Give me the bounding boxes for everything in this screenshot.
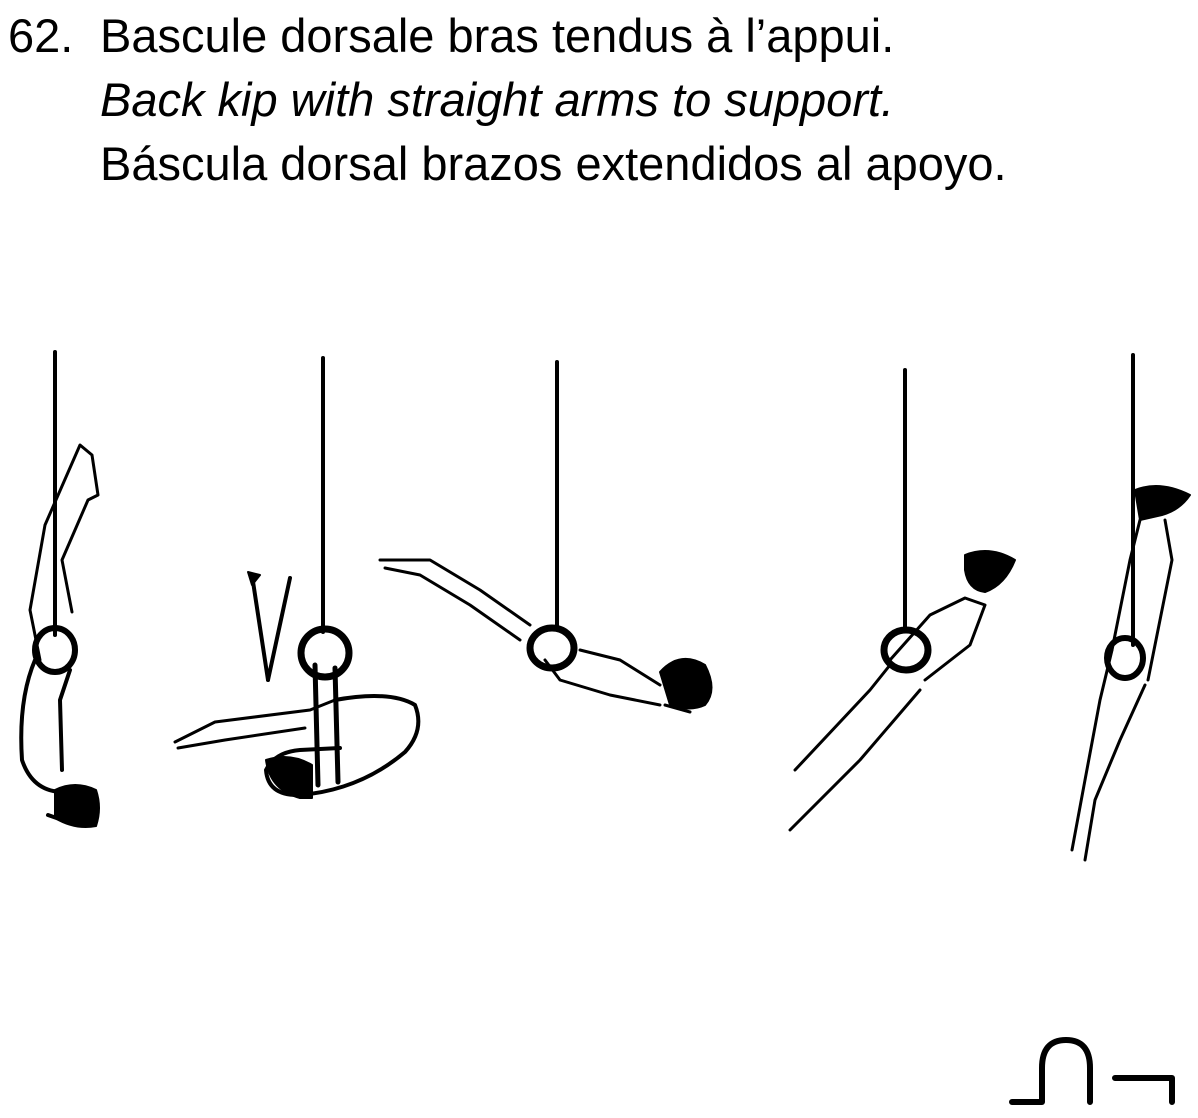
figure-1-inverted-hang [19, 350, 100, 828]
gymnast-head [265, 755, 313, 799]
gymnast-legs [28, 443, 100, 662]
title-spanish: Báscula dorsal brazos extendidos al apoy… [100, 137, 1007, 190]
symbol-support [1112, 1075, 1175, 1105]
title-line-french: 62. Bascule dorsale bras tendus à l’appui… [8, 4, 1188, 68]
figure-4-rise [788, 368, 1016, 832]
figure-2-pike-swing [173, 356, 421, 799]
ring [297, 625, 353, 681]
figure-3-extension [378, 360, 713, 714]
title-line-spanish: Báscula dorsal brazos extendidos al apoy… [8, 132, 1188, 196]
title-english: Back kip with straight arms to support. [100, 73, 895, 126]
gymnast-arms [312, 662, 341, 788]
motion-arrow [250, 573, 292, 682]
gymnast-torso [888, 596, 987, 682]
gymnast-legs [1070, 648, 1147, 862]
gymnast-head [964, 550, 1016, 593]
gymnast-torso [1110, 518, 1174, 682]
element-number: 62. [8, 9, 74, 62]
gymnast-head [54, 784, 100, 828]
element-header: 62. Bascule dorsale bras tendus à l’appui… [8, 4, 1188, 196]
symbol-arc [1009, 1037, 1093, 1105]
ring [526, 624, 578, 672]
gymnast-legs [788, 663, 922, 832]
ring [880, 626, 932, 674]
ring [1104, 635, 1146, 681]
gymnast-head [659, 657, 713, 710]
gymnast-legs [173, 698, 337, 750]
element-symbol [1009, 1037, 1175, 1105]
gymnast-legs [378, 558, 532, 642]
figure-5-support [1070, 353, 1191, 862]
title-french: Bascule dorsale bras tendus à l’appui. [100, 9, 895, 62]
title-line-english: Back kip with straight arms to support. [8, 68, 1188, 132]
gymnast-torso [543, 648, 662, 707]
gymnast-torso [19, 658, 72, 794]
ring [32, 625, 78, 675]
gymnast-head [1134, 485, 1191, 521]
